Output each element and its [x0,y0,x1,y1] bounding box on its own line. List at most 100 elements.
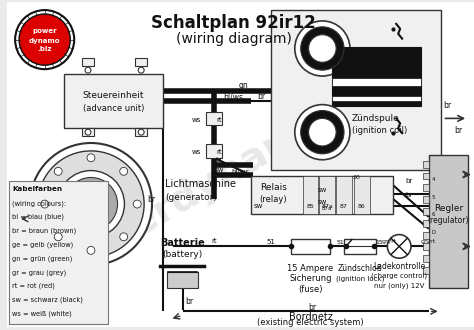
Text: br: br [454,126,462,135]
Circle shape [120,167,128,175]
Circle shape [120,233,128,241]
Text: gr = grau (grey): gr = grau (grey) [12,269,66,276]
Text: Steuereinheit: Steuereinheit [83,91,145,100]
Text: sw = schwarz (black): sw = schwarz (black) [12,297,83,303]
Circle shape [85,129,91,135]
Bar [344,239,375,254]
Text: (wiring diagram): (wiring diagram) [176,32,292,46]
Bar [271,10,440,170]
Text: 15 Ampere: 15 Ampere [287,264,334,273]
Text: ws: ws [192,149,201,155]
Text: (charge control): (charge control) [371,273,427,279]
Bar [423,255,428,262]
Bar [332,78,421,86]
Text: (battery): (battery) [163,250,203,259]
Text: 51: 51 [267,240,275,246]
Bar [135,128,147,136]
Text: gn/rt: gn/rt [382,239,397,244]
Text: br = braun (brown): br = braun (brown) [12,228,76,234]
Bar [9,182,108,324]
Circle shape [87,247,95,254]
Text: rt: rt [216,149,222,155]
Text: sw: sw [318,199,327,205]
Bar [291,239,330,254]
Text: (existing electric system): (existing electric system) [257,318,364,327]
Bar [82,128,94,136]
Circle shape [30,143,152,265]
Bar [423,220,428,227]
Bar [82,58,94,66]
Circle shape [15,10,74,69]
Text: 4: 4 [432,177,436,182]
Text: br: br [443,101,451,110]
Circle shape [309,118,336,146]
Text: br: br [147,195,155,204]
Bar [206,144,222,158]
Text: powerdynamo.biz: powerdynamo.biz [46,61,402,288]
Circle shape [57,171,125,238]
Text: 51: 51 [336,240,344,245]
Bar [423,232,428,239]
Text: (regulator): (regulator) [428,216,469,225]
Circle shape [387,235,411,258]
Text: Batterie: Batterie [160,239,205,248]
Bar [319,176,335,214]
Text: rt: rt [211,239,217,245]
Text: 5: 5 [432,195,436,200]
Bar [303,176,319,214]
Text: nur (only) 12V: nur (only) 12V [374,282,424,289]
Text: bl/ws: bl/ws [232,169,250,175]
Circle shape [309,35,336,62]
Text: Zündschloß: Zündschloß [337,264,382,273]
Text: 30: 30 [353,175,361,180]
Bar [336,176,352,214]
Text: .biz: .biz [37,47,52,52]
Text: gn = grün (green): gn = grün (green) [12,255,73,262]
Circle shape [301,111,344,154]
Text: 86: 86 [358,204,365,209]
Text: br: br [215,157,223,163]
Circle shape [295,21,350,76]
Text: sw: sw [214,167,224,173]
Text: sw: sw [318,187,327,193]
Bar [206,112,222,125]
Circle shape [41,200,49,208]
Text: (generator): (generator) [165,193,217,202]
Circle shape [87,154,95,162]
Bar [167,272,198,288]
Text: dynamo: dynamo [29,38,60,44]
Bar [332,47,421,106]
Text: Regler: Regler [434,205,463,214]
Text: 6: 6 [432,213,436,217]
Bar [423,173,428,180]
Bar [354,176,370,214]
Text: (advance unit): (advance unit) [83,104,144,113]
Text: bl/ws: bl/ws [224,92,244,101]
Text: br: br [405,179,413,184]
Text: power: power [32,28,57,34]
Text: 15: 15 [375,240,383,245]
Text: rt: rt [216,117,222,123]
Bar [423,184,428,191]
Text: rt = rot (red): rt = rot (red) [12,283,55,289]
Text: (ignition coil): (ignition coil) [352,126,407,135]
Text: (wiring colours):: (wiring colours): [12,200,66,207]
Text: gn/rt: gn/rt [421,239,437,244]
Text: Kabelfarben: Kabelfarben [12,186,62,192]
Bar [423,161,428,168]
Bar [423,244,428,250]
Circle shape [85,67,91,73]
Bar [423,196,428,203]
Text: br: br [185,297,193,306]
Circle shape [138,129,144,135]
Text: br: br [405,192,413,198]
Text: Zündspule: Zündspule [352,114,400,123]
Circle shape [301,27,344,70]
Text: 87a: 87a [322,207,333,212]
Text: 87: 87 [340,204,348,209]
Text: Lichtmaschine: Lichtmaschine [165,180,236,189]
Text: Relais: Relais [260,183,287,192]
Bar [332,96,421,101]
Circle shape [38,151,144,257]
Circle shape [55,167,62,175]
